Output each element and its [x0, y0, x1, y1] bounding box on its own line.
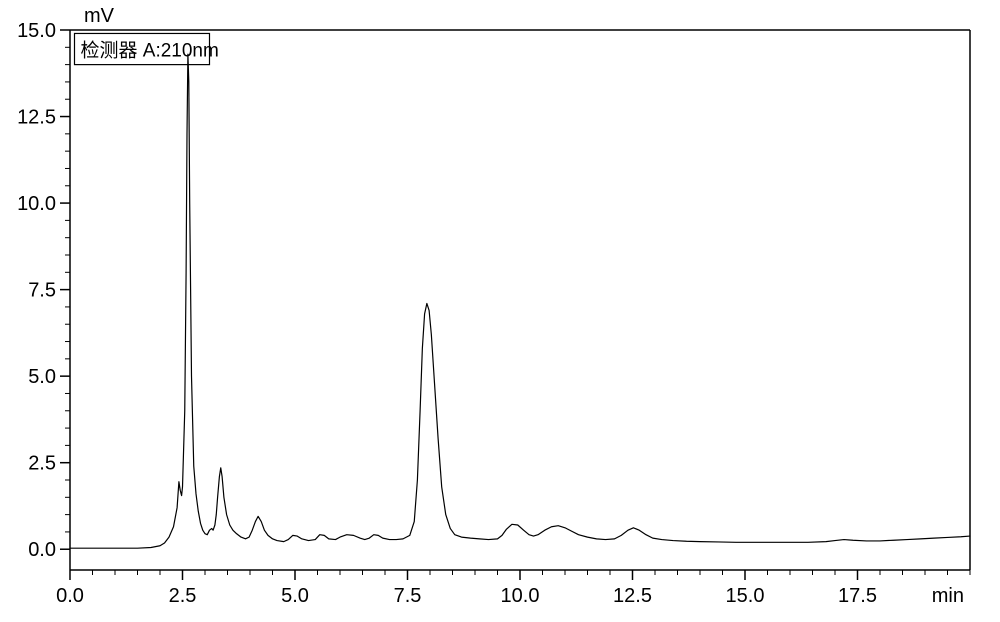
- x-tick-label: 15.0: [726, 585, 765, 607]
- x-axis-label: min: [932, 585, 964, 607]
- y-tick-label: 2.5: [28, 453, 56, 475]
- x-tick-label: 0.0: [56, 585, 84, 607]
- chart-svg: 0.0 2.5 5.0 7.5 10.0 12.5 15.0 0.0 2.5 5.0 7.5 10.0…: [0, 0, 1000, 622]
- y-tick-label: 15.0: [17, 20, 56, 42]
- x-tick-label: 2.5: [169, 585, 197, 607]
- detector-label: 检测器 A:210nm: [81, 40, 219, 62]
- y-tick-label: 7.5: [28, 280, 56, 302]
- chromatogram-trace: [70, 54, 970, 548]
- y-tick-label: 0.0: [28, 539, 56, 561]
- chromatogram-chart: 0.0 2.5 5.0 7.5 10.0 12.5 15.0 0.0 2.5 5.0 7.5 10.0…: [0, 0, 1000, 622]
- y-axis-label: mV: [84, 5, 115, 27]
- x-tick-label: 12.5: [613, 585, 652, 607]
- y-tick-label: 12.5: [17, 107, 56, 129]
- x-tick-label: 5.0: [281, 585, 309, 607]
- x-tick-label: 10.0: [501, 585, 540, 607]
- y-tick-label: 10.0: [17, 193, 56, 215]
- x-tick-label: 7.5: [394, 585, 422, 607]
- x-tick-label: 17.5: [838, 585, 877, 607]
- y-tick-label: 5.0: [28, 366, 56, 388]
